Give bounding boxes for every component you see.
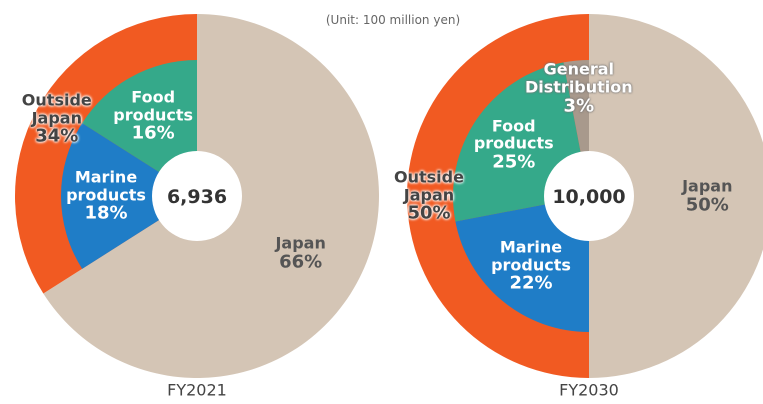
breakdown-segment: [455, 196, 589, 332]
segment-value: 3%: [563, 95, 595, 117]
segment-label: Japan 66%: [261, 234, 341, 271]
segment-label: Marine products 18%: [61, 167, 151, 224]
segment-value: 50%: [685, 193, 729, 215]
segment-value: 50%: [407, 202, 451, 224]
pie-segment: [589, 14, 763, 378]
unit-note: (Unit: 100 million yen): [325, 13, 461, 27]
segment-value: 34%: [35, 125, 79, 147]
segment-label: General Distribution 3%: [524, 61, 634, 116]
center-total: 10,000: [552, 186, 625, 208]
segment-name: Marine products: [66, 167, 146, 205]
segment-name: Food products: [113, 87, 194, 125]
segment-name: Outside Japan: [394, 167, 464, 205]
segment-value: 25%: [492, 151, 536, 173]
segment-value: 66%: [279, 250, 323, 272]
center-hole: [544, 151, 634, 241]
segment-label: Food products 25%: [469, 117, 559, 172]
breakdown-segment: [61, 123, 198, 269]
segment-name: Outside Japan: [21, 90, 92, 128]
segment-label: Japan 50%: [667, 177, 747, 214]
segment-name: Marine products: [491, 237, 571, 275]
chart-title: FY2030: [559, 380, 619, 400]
segment-value: 16%: [131, 122, 175, 144]
segment-value: 22%: [509, 272, 553, 294]
segment-name: Japan: [682, 176, 733, 196]
segment-name: Japan: [275, 233, 326, 253]
center-hole: [152, 151, 242, 241]
segment-label: Marine products 22%: [486, 237, 576, 294]
segment-name: General Distribution: [524, 59, 633, 97]
segment-label: Outside Japan 50%: [389, 167, 469, 224]
chart-title: FY2021: [167, 380, 227, 400]
segment-label: Food products 16%: [108, 87, 198, 144]
center-total: 6,936: [167, 186, 227, 208]
segment-name: Food products: [473, 116, 554, 153]
segment-value: 18%: [84, 202, 128, 224]
segment-label: Outside Japan 34%: [17, 91, 97, 146]
